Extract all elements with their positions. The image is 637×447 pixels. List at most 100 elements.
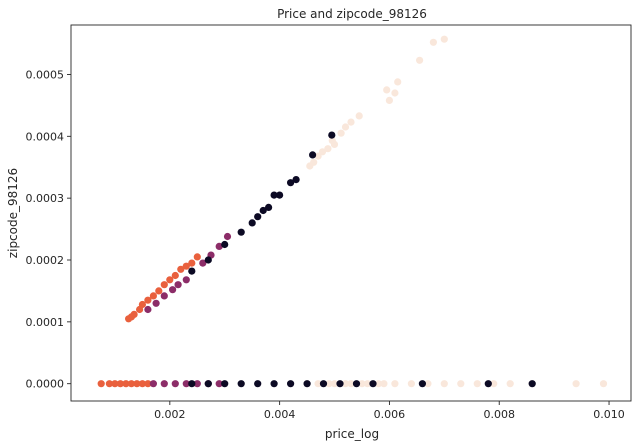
data-point xyxy=(341,123,350,131)
data-point xyxy=(572,380,580,388)
data-point xyxy=(325,380,333,388)
data-point xyxy=(457,380,465,388)
data-point xyxy=(599,380,608,388)
data-point xyxy=(407,380,415,388)
data-point xyxy=(144,305,152,314)
data-point xyxy=(155,287,163,295)
data-point xyxy=(363,380,372,388)
x-tick-label: 0.010 xyxy=(593,408,625,421)
data-point xyxy=(347,380,355,388)
data-point xyxy=(193,253,201,261)
data-point xyxy=(138,300,146,309)
data-point xyxy=(130,310,138,318)
data-point xyxy=(259,206,267,215)
plot-frame xyxy=(70,24,632,402)
data-point xyxy=(270,191,278,199)
data-point xyxy=(287,179,295,187)
x-tick-label: 0.008 xyxy=(483,408,515,421)
data-point xyxy=(394,78,402,86)
data-point xyxy=(328,131,336,139)
data-point xyxy=(221,240,229,249)
data-point xyxy=(248,219,256,227)
data-point xyxy=(418,380,426,388)
data-point xyxy=(391,380,399,388)
data-point xyxy=(144,380,152,388)
y-axis-ticks: 0.0000 0.0001 0.0002 0.0003 0.0004 0.0005 xyxy=(26,68,71,391)
data-point xyxy=(347,118,355,126)
data-point xyxy=(166,276,174,284)
data-point xyxy=(383,86,391,94)
y-tick-label: 0.0000 xyxy=(26,378,65,391)
y-tick-label: 0.0003 xyxy=(26,192,65,205)
data-point xyxy=(369,380,377,388)
data-point xyxy=(199,259,207,267)
data-point xyxy=(440,35,448,43)
data-point xyxy=(171,380,179,388)
data-point xyxy=(169,286,177,294)
data-point xyxy=(188,267,196,275)
data-point xyxy=(490,380,498,388)
data-point xyxy=(319,380,328,388)
data-point xyxy=(424,380,432,388)
data-point xyxy=(385,96,393,104)
data-point xyxy=(429,38,437,46)
data-point xyxy=(324,145,332,153)
data-point xyxy=(391,89,399,97)
data-point xyxy=(528,380,536,388)
data-point xyxy=(223,232,232,241)
data-point xyxy=(318,148,327,156)
data-point xyxy=(440,380,448,388)
data-point xyxy=(484,380,492,388)
x-axis-ticks: 0.002 0.004 0.006 0.008 0.010 xyxy=(154,401,625,421)
data-point xyxy=(506,380,514,388)
data-point xyxy=(237,228,245,236)
y-tick-label: 0.0001 xyxy=(26,316,65,329)
data-point xyxy=(254,213,262,221)
data-point xyxy=(116,380,124,388)
data-point xyxy=(215,380,223,388)
data-point xyxy=(215,242,223,250)
data-point xyxy=(309,151,317,159)
data-point xyxy=(287,380,295,388)
data-point xyxy=(314,380,322,388)
data-point xyxy=(133,380,141,388)
y-axis-label: zipcode_98126 xyxy=(6,168,20,258)
data-point xyxy=(380,380,388,388)
data-point xyxy=(149,292,157,300)
x-tick-label: 0.006 xyxy=(374,408,406,421)
data-point xyxy=(111,380,119,388)
data-point xyxy=(374,380,383,388)
data-points xyxy=(97,35,608,388)
data-point xyxy=(254,380,262,388)
data-point xyxy=(174,281,182,289)
data-point xyxy=(144,296,152,304)
data-point xyxy=(358,380,366,388)
data-point xyxy=(182,276,190,284)
data-point xyxy=(352,380,361,388)
data-point xyxy=(127,380,135,388)
data-point xyxy=(182,380,190,388)
data-point xyxy=(416,56,424,64)
data-point xyxy=(270,380,278,388)
data-point xyxy=(292,176,300,184)
x-axis-label: price_log xyxy=(325,427,379,441)
data-point xyxy=(152,299,160,307)
data-point xyxy=(182,262,190,270)
data-point xyxy=(473,380,481,388)
data-point xyxy=(330,380,339,388)
data-point xyxy=(276,191,284,199)
data-point xyxy=(337,129,345,137)
data-point xyxy=(314,152,322,160)
x-tick-label: 0.002 xyxy=(154,408,186,421)
data-point xyxy=(237,380,245,388)
data-point xyxy=(149,380,157,388)
data-point xyxy=(221,380,229,388)
data-point xyxy=(336,380,344,388)
data-point xyxy=(193,380,201,388)
data-point xyxy=(330,140,339,148)
data-point xyxy=(265,203,273,211)
data-point xyxy=(341,380,350,388)
y-tick-label: 0.0002 xyxy=(26,254,65,267)
data-point xyxy=(97,380,105,388)
